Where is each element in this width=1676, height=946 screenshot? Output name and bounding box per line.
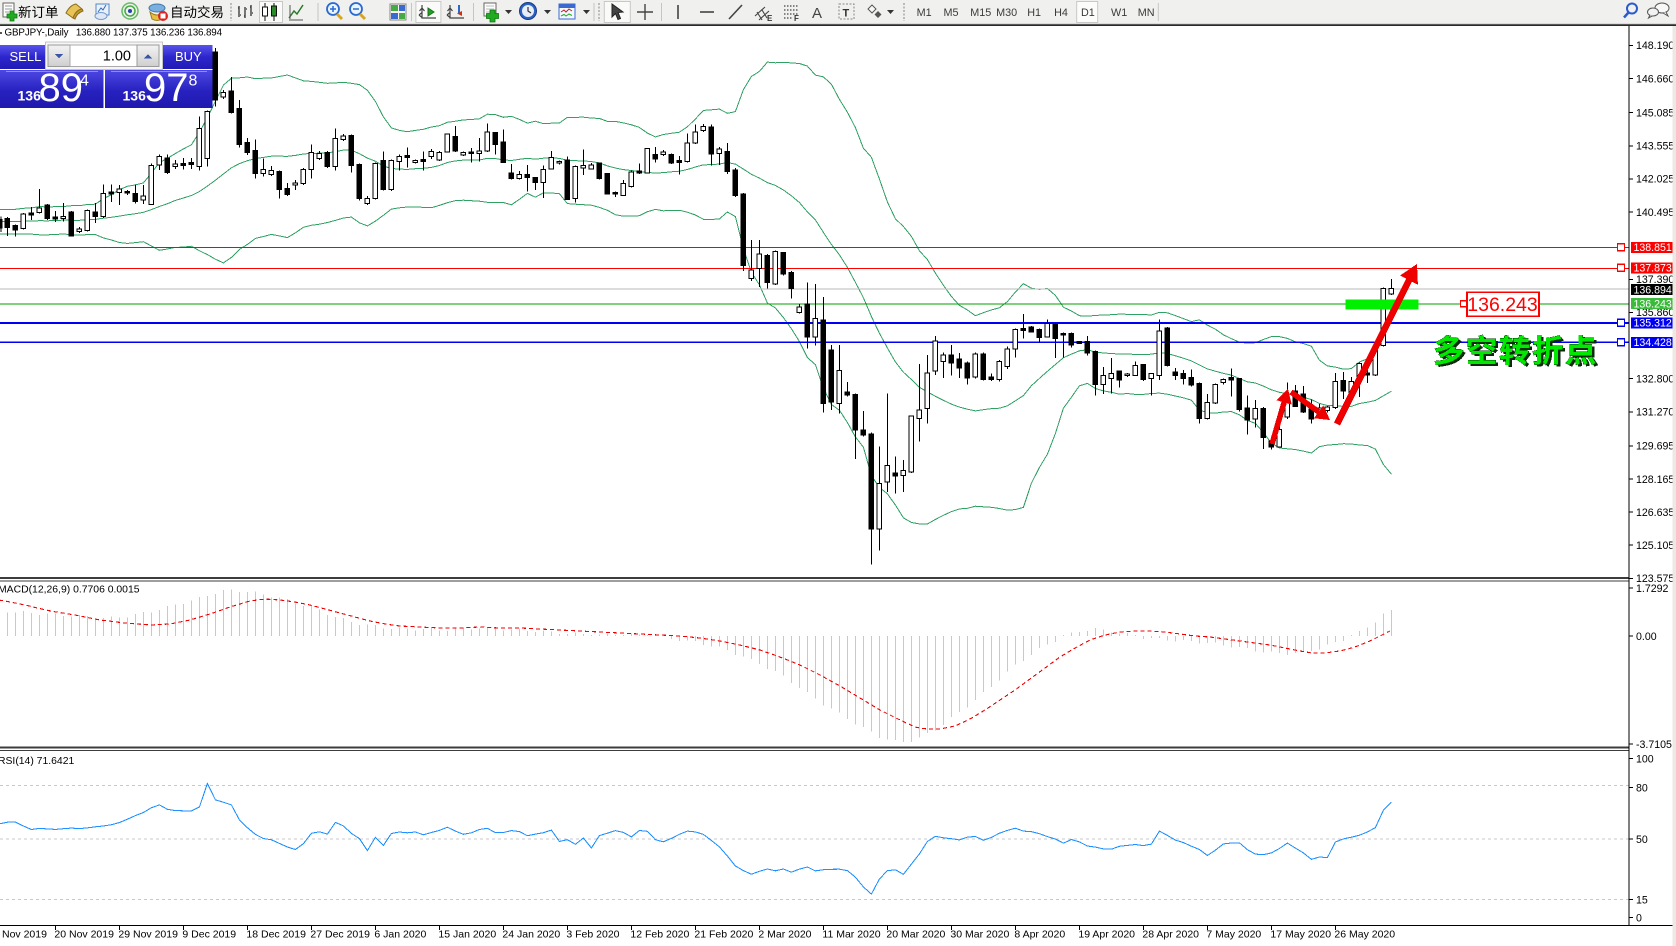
svg-text:BUY: BUY — [175, 49, 202, 64]
svg-text:20 Mar 2020: 20 Mar 2020 — [886, 929, 945, 941]
svg-text:GBPJPY-,Daily 136.880 137.375: GBPJPY-,Daily 136.880 137.375 136.236 13… — [5, 28, 223, 39]
svg-text:1.7292: 1.7292 — [1636, 583, 1669, 595]
svg-text:136.243: 136.243 — [1634, 298, 1672, 310]
svg-text:3 Feb 2020: 3 Feb 2020 — [566, 929, 619, 941]
svg-text:131.270: 131.270 — [1636, 407, 1674, 419]
svg-text:9 Dec 2019: 9 Dec 2019 — [182, 929, 236, 941]
svg-text:50: 50 — [1636, 834, 1648, 846]
svg-text:18 Dec 2019: 18 Dec 2019 — [246, 929, 306, 941]
svg-text:D1: D1 — [1081, 7, 1095, 19]
svg-text:0.00: 0.00 — [1636, 631, 1657, 643]
svg-text:128.165: 128.165 — [1636, 474, 1674, 486]
svg-text:A: A — [812, 5, 822, 22]
svg-text:140.495: 140.495 — [1636, 207, 1674, 219]
svg-text:126.635: 126.635 — [1636, 507, 1674, 519]
svg-text:11 Mar 2020: 11 Mar 2020 — [822, 929, 880, 941]
svg-text:8 Apr 2020: 8 Apr 2020 — [1014, 929, 1065, 941]
svg-text:137.873: 137.873 — [1634, 263, 1672, 275]
svg-text:-3.7105: -3.7105 — [1636, 739, 1672, 751]
svg-text:6 Jan 2020: 6 Jan 2020 — [374, 929, 426, 941]
svg-text:20 Nov 2019: 20 Nov 2019 — [54, 929, 114, 941]
svg-text:80: 80 — [1636, 783, 1648, 795]
svg-text:SELL: SELL — [10, 49, 42, 64]
svg-text:12 Feb 2020: 12 Feb 2020 — [630, 929, 689, 941]
svg-text:RSI(14) 71.6421: RSI(14) 71.6421 — [0, 756, 74, 767]
svg-text:97: 97 — [144, 66, 189, 110]
svg-text:M15: M15 — [970, 7, 991, 19]
svg-text:7 May 2020: 7 May 2020 — [1206, 929, 1261, 941]
svg-text:M5: M5 — [944, 7, 959, 19]
svg-text:21 Feb 2020: 21 Feb 2020 — [694, 929, 753, 941]
svg-text:0: 0 — [1636, 912, 1642, 924]
svg-text:142.025: 142.025 — [1636, 174, 1674, 186]
svg-text:T: T — [843, 8, 850, 20]
svg-text:W1: W1 — [1111, 7, 1127, 19]
svg-text:27 Dec 2019: 27 Dec 2019 — [310, 929, 370, 941]
svg-text:17 May 2020: 17 May 2020 — [1270, 929, 1331, 941]
svg-text:H4: H4 — [1054, 7, 1068, 19]
svg-text:136: 136 — [123, 88, 147, 104]
svg-text:138.851: 138.851 — [1634, 242, 1672, 254]
svg-text:F: F — [794, 14, 799, 23]
svg-text:8: 8 — [189, 73, 198, 90]
svg-text:89: 89 — [39, 66, 84, 110]
svg-text:136: 136 — [18, 88, 42, 104]
svg-text:28 Apr 2020: 28 Apr 2020 — [1142, 929, 1199, 941]
svg-text:136.243: 136.243 — [1467, 294, 1538, 316]
svg-text:129.695: 129.695 — [1636, 441, 1674, 453]
svg-text:H1: H1 — [1027, 7, 1041, 19]
svg-text:132.800: 132.800 — [1636, 373, 1674, 385]
svg-text:15: 15 — [1636, 895, 1648, 907]
svg-text:135.312: 135.312 — [1634, 318, 1672, 330]
svg-text:1.00: 1.00 — [103, 49, 131, 65]
svg-text:M30: M30 — [996, 7, 1017, 19]
svg-text:125.105: 125.105 — [1636, 540, 1674, 552]
svg-text:19 Apr 2020: 19 Apr 2020 — [1078, 929, 1135, 941]
svg-text:24 Jan 2020: 24 Jan 2020 — [502, 929, 560, 941]
svg-text:148.190: 148.190 — [1636, 40, 1674, 52]
svg-text:MACD(12,26,9) 0.7706 0.0015: MACD(12,26,9) 0.7706 0.0015 — [0, 585, 140, 596]
svg-text:2 Mar 2020: 2 Mar 2020 — [758, 929, 811, 941]
svg-text:135.860: 135.860 — [1636, 307, 1674, 319]
svg-text:4: 4 — [80, 73, 89, 90]
svg-text:26 May 2020: 26 May 2020 — [1334, 929, 1395, 941]
svg-text:30 Mar 2020: 30 Mar 2020 — [950, 929, 1009, 941]
svg-text:146.660: 146.660 — [1636, 73, 1674, 85]
svg-text:123.575: 123.575 — [1636, 573, 1674, 585]
svg-text:Nov 2019: Nov 2019 — [2, 929, 47, 941]
svg-text:29 Nov 2019: 29 Nov 2019 — [118, 929, 178, 941]
svg-text:15 Jan 2020: 15 Jan 2020 — [438, 929, 496, 941]
svg-text:100: 100 — [1636, 754, 1654, 766]
svg-text:134.428: 134.428 — [1634, 337, 1672, 349]
svg-text:MN: MN — [1138, 7, 1155, 19]
svg-text:E: E — [767, 14, 773, 23]
svg-text:M1: M1 — [917, 7, 932, 19]
svg-text:143.555: 143.555 — [1636, 141, 1674, 153]
svg-text:136.894: 136.894 — [1634, 284, 1672, 296]
svg-text:145.085: 145.085 — [1636, 108, 1674, 120]
svg-text:137.390: 137.390 — [1636, 274, 1674, 286]
